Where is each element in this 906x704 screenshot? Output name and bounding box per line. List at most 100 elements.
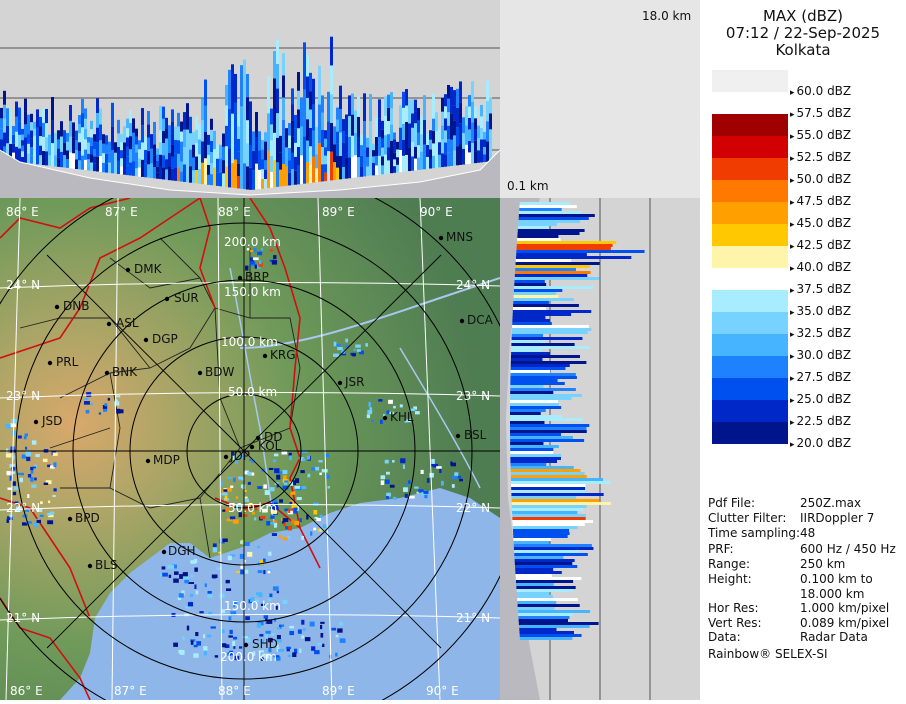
section-bar bbox=[348, 157, 351, 179]
section-bar bbox=[189, 116, 192, 134]
section-bar bbox=[441, 139, 444, 154]
echo-pixel bbox=[275, 605, 278, 610]
section-bar bbox=[513, 532, 570, 535]
section-bar bbox=[513, 547, 594, 550]
section-bar bbox=[39, 155, 42, 165]
echo-pixel bbox=[267, 598, 272, 602]
section-bar bbox=[300, 155, 303, 184]
section-bar bbox=[264, 150, 267, 161]
echo-pixel bbox=[282, 537, 288, 541]
echo-pixel bbox=[232, 641, 236, 647]
section-bar bbox=[198, 168, 201, 184]
echo-pixel bbox=[265, 617, 268, 621]
section-bar bbox=[489, 145, 492, 162]
section-bar bbox=[270, 140, 273, 156]
section-bar bbox=[6, 108, 9, 126]
section-bar bbox=[177, 140, 180, 154]
section-bar bbox=[96, 156, 99, 172]
section-bar bbox=[514, 553, 588, 556]
section-bar bbox=[276, 113, 279, 138]
section-bar bbox=[512, 319, 550, 322]
city-label-mns: MNS bbox=[446, 230, 473, 244]
section-bar bbox=[162, 106, 165, 119]
section-bar bbox=[78, 142, 81, 152]
section-bar bbox=[135, 152, 138, 161]
echo-pixel bbox=[321, 643, 325, 647]
echo-pixel bbox=[232, 455, 237, 461]
echo-pixel bbox=[281, 450, 288, 455]
echo-pixel bbox=[269, 487, 275, 492]
section-bar bbox=[225, 125, 228, 147]
section-bar bbox=[291, 152, 294, 169]
ring-label-50-north: 50.0 km bbox=[228, 385, 278, 399]
section-bar bbox=[174, 126, 177, 140]
echo-pixel bbox=[356, 349, 361, 352]
echo-pixel bbox=[301, 619, 305, 625]
section-bar bbox=[518, 610, 591, 613]
section-bar bbox=[514, 556, 564, 559]
section-bar bbox=[141, 108, 144, 126]
right-cross-section bbox=[500, 198, 700, 700]
section-bar bbox=[264, 132, 267, 142]
section-bar bbox=[63, 142, 66, 156]
section-bar bbox=[168, 166, 171, 181]
city-dot bbox=[54, 304, 60, 310]
info-key: Hor Res: bbox=[708, 601, 759, 615]
echo-pixel bbox=[199, 611, 204, 614]
section-bar bbox=[222, 146, 225, 161]
section-bar bbox=[129, 123, 132, 137]
section-bar bbox=[174, 153, 177, 168]
city-dot bbox=[161, 549, 167, 555]
section-bar bbox=[514, 283, 547, 286]
section-bar bbox=[511, 349, 542, 352]
section-bar bbox=[243, 137, 246, 164]
section-bar bbox=[294, 170, 297, 185]
section-bar bbox=[519, 625, 590, 628]
section-bar bbox=[468, 106, 471, 118]
section-bar bbox=[162, 130, 165, 144]
section-bar bbox=[30, 138, 33, 148]
section-bar bbox=[381, 147, 384, 157]
section-bar bbox=[515, 268, 576, 271]
radar-map[interactable]: 86° E 87° E 88° E 89° E 90° E 86° E 87° … bbox=[0, 198, 500, 700]
section-bar bbox=[183, 164, 186, 182]
section-bar bbox=[399, 127, 402, 150]
echo-pixel bbox=[188, 582, 194, 584]
section-bar bbox=[90, 162, 93, 171]
section-bar bbox=[510, 358, 543, 361]
section-bar bbox=[81, 127, 84, 142]
echo-pixel bbox=[30, 466, 34, 471]
legend-swatch bbox=[712, 202, 788, 224]
section-bar bbox=[258, 150, 261, 170]
section-bar bbox=[225, 146, 228, 167]
section-bar bbox=[96, 142, 99, 157]
section-bar bbox=[246, 120, 249, 144]
echo-pixel bbox=[116, 408, 121, 414]
echo-pixel bbox=[11, 466, 16, 471]
section-bar bbox=[117, 133, 120, 147]
section-bar bbox=[270, 171, 273, 188]
echo-pixel bbox=[293, 520, 299, 526]
section-bar bbox=[162, 118, 165, 131]
echo-pixel bbox=[267, 570, 271, 574]
section-bar bbox=[339, 85, 342, 110]
section-bar bbox=[515, 565, 578, 568]
echo-pixel bbox=[273, 618, 277, 622]
section-bar bbox=[511, 343, 575, 346]
section-bar bbox=[387, 94, 390, 108]
section-bar bbox=[363, 121, 366, 149]
echo-pixel bbox=[247, 471, 252, 476]
section-bar bbox=[517, 238, 561, 241]
section-bar bbox=[171, 156, 174, 169]
echo-pixel bbox=[258, 262, 263, 267]
section-bar bbox=[510, 355, 580, 358]
section-bar bbox=[147, 110, 150, 125]
echo-pixel bbox=[6, 519, 9, 523]
echo-pixel bbox=[392, 460, 395, 463]
section-bar bbox=[297, 128, 300, 147]
section-bar bbox=[393, 139, 396, 146]
section-bar bbox=[15, 116, 18, 132]
echo-pixel bbox=[432, 463, 439, 468]
section-bar bbox=[402, 155, 405, 172]
land bbox=[0, 198, 500, 700]
